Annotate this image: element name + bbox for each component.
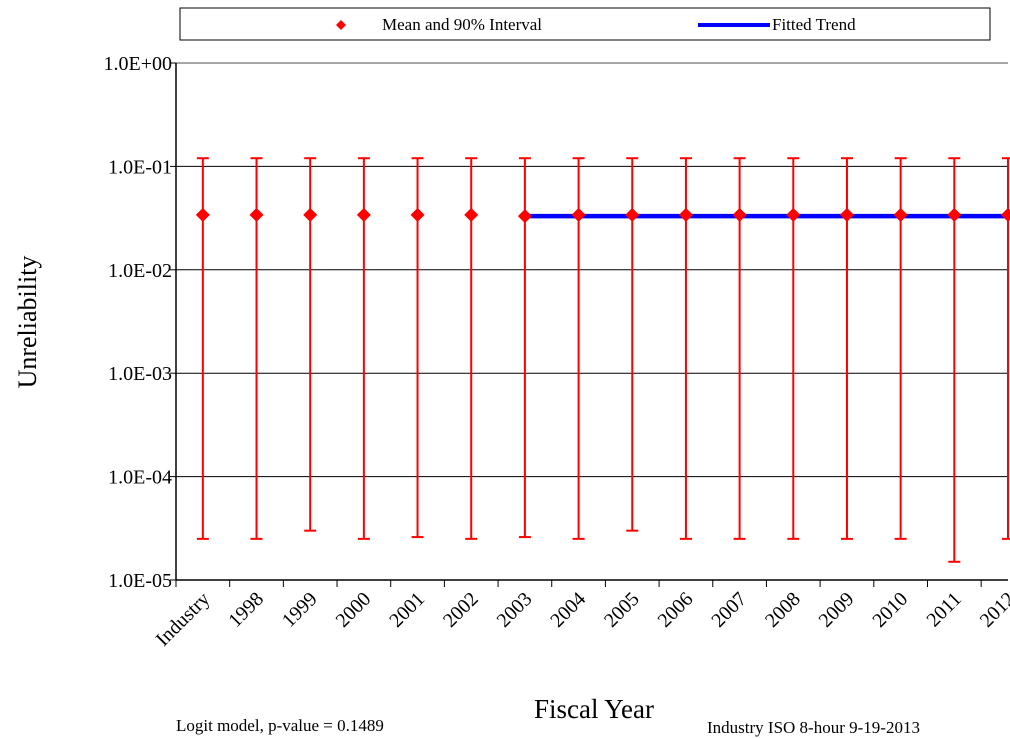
legend-mean-marker	[336, 20, 346, 30]
mean-marker	[303, 207, 318, 222]
source-note: Industry ISO 8-hour 9-19-2013	[707, 718, 920, 737]
y-tick-label: 1.0E-01	[108, 156, 172, 178]
mean-marker	[678, 207, 693, 222]
error-bars	[196, 157, 1010, 563]
y-axis-label: Unreliability	[13, 256, 42, 389]
legend-mean-label: Mean and 90% Interval	[382, 15, 542, 34]
y-tick-label: 1.0E-05	[108, 570, 172, 592]
mean-marker	[893, 207, 908, 222]
x-tick-label: 2001	[385, 588, 429, 632]
mean-marker	[839, 207, 854, 222]
x-tick-label: 2011	[923, 588, 966, 631]
mean-marker	[517, 209, 532, 224]
x-tick-label: 1998	[224, 588, 268, 632]
y-ticks: 1.0E+00 1.0E-01 1.0E-02 1.0E-03 1.0E-04 1.0E-…	[104, 53, 176, 592]
x-tick-label: 2008	[761, 588, 805, 632]
x-tick-label: 2012	[976, 588, 1010, 632]
mean-marker	[356, 207, 371, 222]
mean-marker	[1001, 207, 1010, 222]
x-axis-label: Fiscal Year	[534, 694, 654, 724]
mean-marker	[249, 207, 264, 222]
x-tick-label: 2000	[332, 588, 376, 632]
grid	[176, 62, 1008, 478]
axes	[175, 63, 1008, 581]
x-tick-label: 2005	[600, 588, 644, 632]
mean-marker	[410, 207, 425, 222]
y-tick-label: 1.0E+00	[104, 53, 173, 75]
x-tick-label: 1999	[278, 588, 322, 632]
mean-marker	[947, 207, 962, 222]
mean-marker	[464, 207, 479, 222]
legend-trend-label: Fitted Trend	[772, 15, 856, 34]
x-tick-label: 2004	[546, 588, 590, 632]
x-ticks: Industry 1998 1999 2000 2001 2002 2003 2004 2005…	[152, 580, 1010, 651]
x-tick-label: 2009	[815, 588, 859, 632]
x-tick-label: 2003	[493, 588, 537, 632]
mean-marker	[195, 207, 210, 222]
y-tick-label: 1.0E-02	[108, 260, 172, 282]
legend-box	[179, 7, 991, 41]
mean-marker	[571, 207, 586, 222]
y-tick-label: 1.0E-03	[108, 363, 172, 385]
mean-marker	[732, 207, 747, 222]
x-tick-label: 2007	[707, 588, 751, 632]
x-tick-label: 2006	[654, 588, 698, 632]
x-tick-label: 2002	[439, 588, 483, 632]
legend: Mean and 90% Interval Fitted Trend	[179, 7, 991, 41]
mean-markers	[195, 207, 1010, 224]
model-note: Logit model, p-value = 0.1489	[176, 716, 384, 735]
y-tick-label: 1.0E-04	[108, 467, 172, 489]
mean-marker	[786, 207, 801, 222]
x-tick-label: 2010	[868, 588, 912, 632]
x-tick-label: Industry	[152, 588, 215, 651]
mean-marker	[625, 207, 640, 222]
